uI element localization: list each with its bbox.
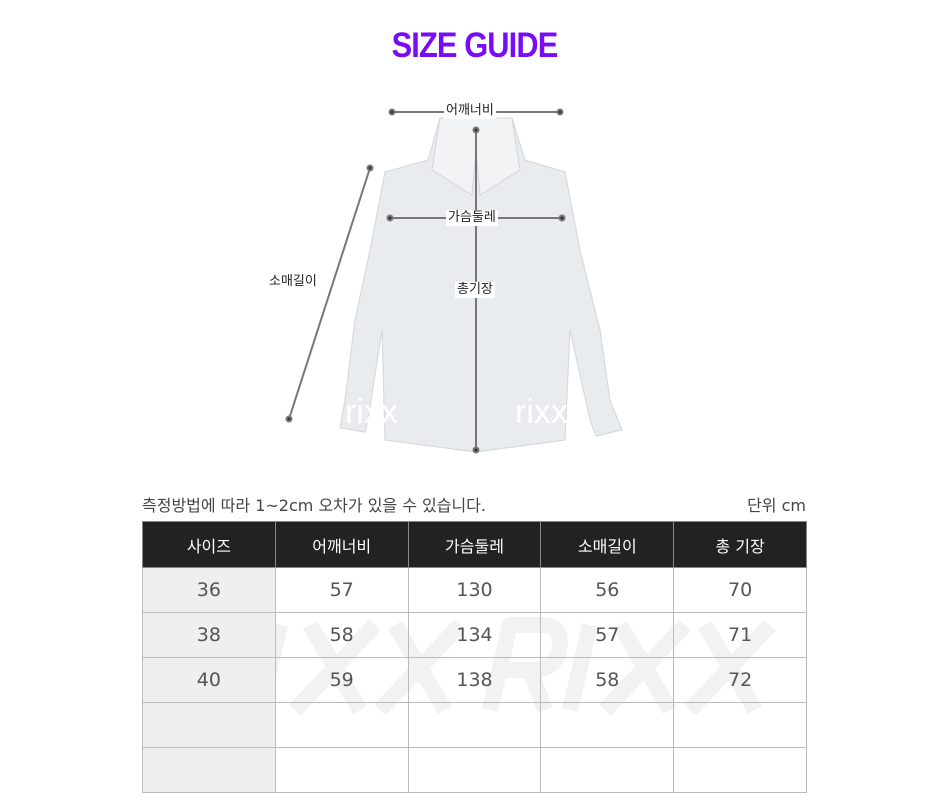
- table-row: 36 57 130 56 70: [142, 567, 807, 613]
- unit-label: 단위 cm: [747, 496, 806, 515]
- shirt-collar: [431, 117, 521, 196]
- value-cell: [274, 702, 409, 748]
- table-row: 40 59 138 58 72: [142, 657, 807, 703]
- length-label: 총기장: [455, 282, 495, 298]
- value-cell: 71: [673, 612, 807, 658]
- shirt-illustration: rixx rixx: [285, 108, 623, 454]
- value-cell: 138: [407, 657, 542, 703]
- header-cell: 소매길이: [540, 521, 675, 568]
- size-cell: [142, 702, 276, 748]
- value-cell: 134: [407, 612, 542, 658]
- size-cell: [142, 747, 276, 793]
- value-cell: [407, 747, 542, 793]
- shoulder-label: 어깨너비: [444, 103, 496, 119]
- value-cell: 58: [274, 612, 409, 658]
- header-cell: 어깨너비: [274, 521, 409, 568]
- value-cell: [673, 702, 807, 748]
- watermark-left: rixx: [345, 393, 398, 431]
- value-cell: 72: [673, 657, 807, 703]
- value-cell: 57: [274, 567, 409, 613]
- value-cell: 58: [540, 657, 675, 703]
- sleeve-line: [288, 167, 371, 420]
- header-cell: 사이즈: [142, 521, 276, 568]
- size-table: 사이즈 어깨너비 가슴둘레 소매길이 총 기장 36 57 130 56 70 38 58 1…: [142, 521, 807, 793]
- table-row: [142, 702, 807, 748]
- value-cell: [407, 702, 542, 748]
- page-title: SIZE GUIDE: [391, 26, 559, 65]
- table-row: [142, 747, 807, 793]
- header-cell: 가슴둘레: [407, 521, 542, 568]
- watermark-right: rixx: [515, 393, 568, 431]
- value-cell: 57: [540, 612, 675, 658]
- size-cell: 38: [142, 612, 276, 658]
- size-cell: 40: [142, 657, 276, 703]
- table-row: 38 58 134 57 71: [142, 612, 807, 658]
- value-cell: 56: [540, 567, 675, 613]
- value-cell: 130: [407, 567, 542, 613]
- measurement-note: 측정방법에 따라 1~2cm 오차가 있을 수 있습니다.: [142, 496, 486, 515]
- table-header-row: 사이즈 어깨너비 가슴둘레 소매길이 총 기장: [142, 521, 807, 568]
- value-cell: 70: [673, 567, 807, 613]
- sleeve-label: 소매길이: [267, 274, 319, 290]
- size-cell: 36: [142, 567, 276, 613]
- chest-label: 가슴둘레: [446, 210, 498, 226]
- value-cell: 59: [274, 657, 409, 703]
- header-cell: 총 기장: [673, 521, 807, 568]
- value-cell: [673, 747, 807, 793]
- value-cell: [274, 747, 409, 793]
- value-cell: [540, 702, 675, 748]
- value-cell: [540, 747, 675, 793]
